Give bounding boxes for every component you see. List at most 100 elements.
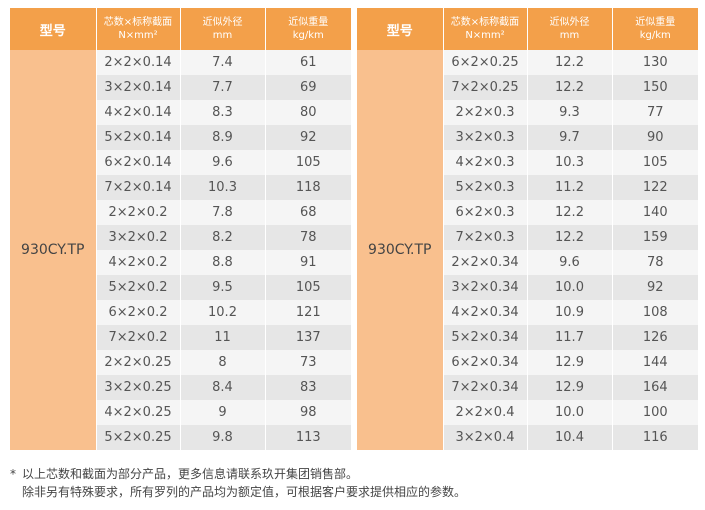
diameter-cell: 12.2 bbox=[527, 50, 613, 75]
cores-section-cell: 3×2×0.14 bbox=[96, 75, 181, 100]
diameter-cell: 10.0 bbox=[527, 275, 613, 300]
cores-section-cell: 7×2×0.3 bbox=[443, 225, 528, 250]
cores-section-cell: 6×2×0.34 bbox=[443, 350, 528, 375]
header-diameter: 近似外径 mm bbox=[180, 8, 266, 50]
header-cores-section: 芯数×标称截面 N×mm² bbox=[96, 8, 181, 50]
table-row: 5×2×0.25 9.8 113 bbox=[10, 425, 351, 450]
footnote-line-1: * 以上芯数和截面为部分产品，更多信息请联系玖开集团销售部。 bbox=[10, 465, 466, 483]
weight-cell: 164 bbox=[612, 375, 698, 400]
weight-cell: 121 bbox=[265, 300, 351, 325]
diameter-cell: 8.8 bbox=[180, 250, 266, 275]
weight-cell: 122 bbox=[612, 175, 698, 200]
model-cell: 930CY.TP bbox=[10, 50, 97, 450]
table-row: 3×2×0.4 10.4 116 bbox=[357, 425, 698, 450]
cores-section-cell: 6×2×0.2 bbox=[96, 300, 181, 325]
weight-cell: 77 bbox=[612, 100, 698, 125]
cores-section-cell: 4×2×0.14 bbox=[96, 100, 181, 125]
cores-section-cell: 4×2×0.25 bbox=[96, 400, 181, 425]
diameter-cell: 10.3 bbox=[180, 175, 266, 200]
weight-cell: 73 bbox=[265, 350, 351, 375]
weight-cell: 130 bbox=[612, 50, 698, 75]
table-row: 4×2×0.3 10.3 105 bbox=[357, 150, 698, 175]
header-model: 型号 bbox=[357, 8, 444, 50]
cores-section-cell: 3×2×0.4 bbox=[443, 425, 528, 450]
table-header-row: 型号 芯数×标称截面 N×mm² 近似外径 mm 近似重量 kg/km bbox=[357, 8, 698, 50]
cores-section-cell: 7×2×0.14 bbox=[96, 175, 181, 200]
cores-section-cell: 4×2×0.34 bbox=[443, 300, 528, 325]
footnote-star: * bbox=[10, 467, 16, 481]
table-row: 2×2×0.34 9.6 78 bbox=[357, 250, 698, 275]
footnote: * 以上芯数和截面为部分产品，更多信息请联系玖开集团销售部。 除非另有特殊要求，所… bbox=[10, 465, 466, 501]
weight-cell: 116 bbox=[612, 425, 698, 450]
diameter-cell: 12.2 bbox=[527, 75, 613, 100]
diameter-cell: 10.2 bbox=[180, 300, 266, 325]
cores-section-cell: 6×2×0.14 bbox=[96, 150, 181, 175]
weight-cell: 105 bbox=[612, 150, 698, 175]
table-row: 5×2×0.2 9.5 105 bbox=[10, 275, 351, 300]
diameter-cell: 12.2 bbox=[527, 225, 613, 250]
table-row: 2×2×0.25 8 73 bbox=[10, 350, 351, 375]
cores-section-cell: 2×2×0.25 bbox=[96, 350, 181, 375]
cores-section-cell: 5×2×0.3 bbox=[443, 175, 528, 200]
weight-cell: 90 bbox=[612, 125, 698, 150]
diameter-cell: 12.9 bbox=[527, 375, 613, 400]
diameter-cell: 8.2 bbox=[180, 225, 266, 250]
table-header-row: 型号 芯数×标称截面 N×mm² 近似外径 mm 近似重量 kg/km bbox=[10, 8, 351, 50]
table-row: 6×2×0.2 10.2 121 bbox=[10, 300, 351, 325]
weight-cell: 105 bbox=[265, 150, 351, 175]
diameter-cell: 9.7 bbox=[527, 125, 613, 150]
weight-cell: 68 bbox=[265, 200, 351, 225]
cores-section-cell: 3×2×0.2 bbox=[96, 225, 181, 250]
table-row: 3×2×0.34 10.0 92 bbox=[357, 275, 698, 300]
weight-cell: 100 bbox=[612, 400, 698, 425]
cores-section-cell: 4×2×0.2 bbox=[96, 250, 181, 275]
table-row: 4×2×0.25 9 98 bbox=[10, 400, 351, 425]
cores-section-cell: 2×2×0.3 bbox=[443, 100, 528, 125]
header-weight: 近似重量 kg/km bbox=[612, 8, 698, 50]
cores-section-cell: 3×2×0.25 bbox=[96, 375, 181, 400]
table-row: 5×2×0.14 8.9 92 bbox=[10, 125, 351, 150]
table-row: 7×2×0.2 11 137 bbox=[10, 325, 351, 350]
diameter-cell: 8 bbox=[180, 350, 266, 375]
cores-section-cell: 7×2×0.2 bbox=[96, 325, 181, 350]
header-model: 型号 bbox=[10, 8, 97, 50]
table-row: 7×2×0.14 10.3 118 bbox=[10, 175, 351, 200]
cores-section-cell: 2×2×0.2 bbox=[96, 200, 181, 225]
weight-cell: 98 bbox=[265, 400, 351, 425]
weight-cell: 92 bbox=[612, 275, 698, 300]
weight-cell: 159 bbox=[612, 225, 698, 250]
table-row: 7×2×0.3 12.2 159 bbox=[357, 225, 698, 250]
weight-cell: 69 bbox=[265, 75, 351, 100]
diameter-cell: 11.2 bbox=[527, 175, 613, 200]
table-row: 7×2×0.25 12.2 150 bbox=[357, 75, 698, 100]
diameter-cell: 11 bbox=[180, 325, 266, 350]
cores-section-cell: 6×2×0.3 bbox=[443, 200, 528, 225]
table-row: 930CY.TP 6×2×0.25 12.2 130 bbox=[357, 50, 698, 450]
table-row: 5×2×0.34 11.7 126 bbox=[357, 325, 698, 350]
footnote-line-2: 除非另有特殊要求，所有罗列的产品均为额定值，可根据客户要求提供相应的参数。 bbox=[22, 485, 467, 499]
weight-cell: 92 bbox=[265, 125, 351, 150]
weight-cell: 80 bbox=[265, 100, 351, 125]
diameter-cell: 8.3 bbox=[180, 100, 266, 125]
table-row: 6×2×0.34 12.9 144 bbox=[357, 350, 698, 375]
weight-cell: 137 bbox=[265, 325, 351, 350]
cores-section-cell: 2×2×0.14 bbox=[96, 50, 181, 75]
weight-cell: 61 bbox=[265, 50, 351, 75]
weight-cell: 144 bbox=[612, 350, 698, 375]
table-row: 4×2×0.14 8.3 80 bbox=[10, 100, 351, 125]
model-cell: 930CY.TP bbox=[357, 50, 444, 450]
diameter-cell: 10.4 bbox=[527, 425, 613, 450]
table-row: 6×2×0.14 9.6 105 bbox=[10, 150, 351, 175]
table-row: 3×2×0.3 9.7 90 bbox=[357, 125, 698, 150]
spec-table-right: 型号 芯数×标称截面 N×mm² 近似外径 mm 近似重量 kg/km 930C… bbox=[357, 8, 698, 450]
cores-section-cell: 7×2×0.34 bbox=[443, 375, 528, 400]
cores-section-cell: 2×2×0.4 bbox=[443, 400, 528, 425]
weight-cell: 140 bbox=[612, 200, 698, 225]
table-row: 2×2×0.3 9.3 77 bbox=[357, 100, 698, 125]
diameter-cell: 9 bbox=[180, 400, 266, 425]
table-row: 3×2×0.14 7.7 69 bbox=[10, 75, 351, 100]
cores-section-cell: 5×2×0.25 bbox=[96, 425, 181, 450]
table-row: 3×2×0.2 8.2 78 bbox=[10, 225, 351, 250]
table-row: 7×2×0.34 12.9 164 bbox=[357, 375, 698, 400]
diameter-cell: 9.8 bbox=[180, 425, 266, 450]
